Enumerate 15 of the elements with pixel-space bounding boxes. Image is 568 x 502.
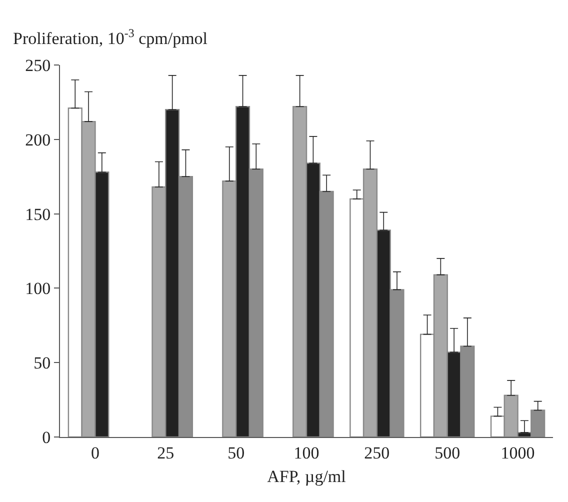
x-tick-label: 25 bbox=[157, 443, 174, 462]
y-tick-label: 0 bbox=[42, 428, 51, 447]
x-tick-label: 250 bbox=[364, 443, 390, 462]
x-tick-label: 1000 bbox=[500, 443, 535, 462]
y-tick-label: 250 bbox=[25, 56, 51, 75]
x-tick-label: 500 bbox=[434, 443, 460, 462]
y-tick-label: 200 bbox=[25, 130, 51, 150]
y-tick-label: 150 bbox=[25, 204, 51, 224]
y-tick-label: 100 bbox=[25, 279, 51, 298]
x-tick-label: 100 bbox=[294, 443, 320, 462]
x-axis-title: AFP, µg/ml bbox=[267, 466, 346, 486]
x-tick-label: 50 bbox=[228, 443, 245, 462]
x-tick-label: 0 bbox=[90, 443, 100, 462]
y-tick-label: 50 bbox=[34, 354, 51, 373]
y-axis-title: Proliferation, 10$^{-3}$ cpm/pmol bbox=[13, 26, 208, 48]
